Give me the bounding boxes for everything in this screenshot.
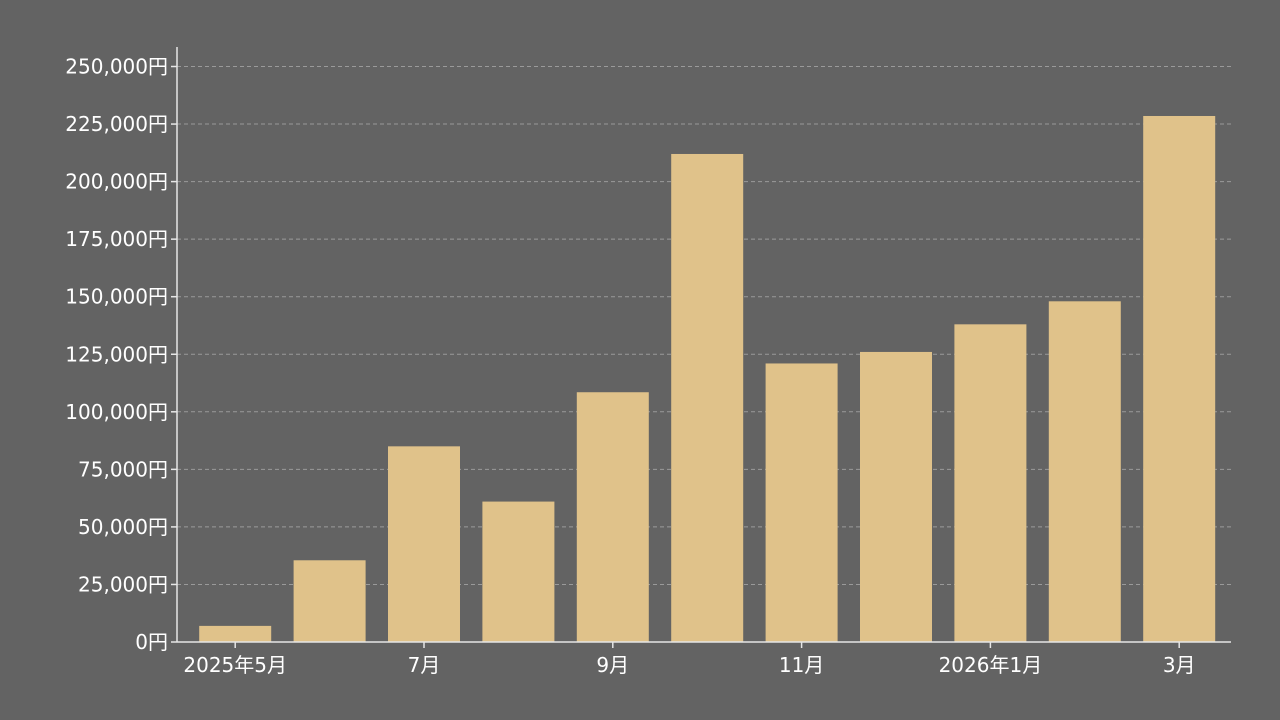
x-tick-label: 11月 — [779, 653, 824, 677]
x-tick-label: 9月 — [596, 653, 629, 677]
y-tick-label: 100,000円 — [65, 400, 168, 424]
bar-2025-06 — [293, 560, 366, 642]
y-tick-label: 0円 — [135, 630, 168, 654]
bar-2026-01 — [954, 324, 1027, 642]
bar-2025-05 — [199, 625, 272, 642]
bar-2026-03 — [1143, 115, 1216, 643]
axes — [176, 47, 1231, 643]
y-tick-label: 225,000円 — [65, 112, 168, 136]
bar-2025-07 — [388, 446, 460, 642]
bars — [199, 115, 1216, 643]
bar-2025-11 — [765, 363, 838, 642]
y-axis-ticks: 0円 25,000円 50,000円 75,000円 100,000円 125,000円 1… — [65, 55, 177, 654]
y-tick-label: 50,000円 — [78, 515, 168, 539]
y-tick-label: 150,000円 — [65, 285, 168, 309]
y-tick-label: 25,000円 — [78, 572, 168, 596]
bar-2025-10 — [671, 153, 744, 642]
y-tick-label: 200,000円 — [65, 170, 168, 194]
x-tick-label: 2025年5月 — [183, 653, 287, 677]
y-tick-label: 75,000円 — [78, 457, 168, 481]
bar-2025-09 — [576, 392, 649, 642]
x-tick-label: 7月 — [408, 653, 441, 677]
x-tick-label: 3月 — [1163, 653, 1196, 677]
y-tick-label: 250,000円 — [65, 55, 168, 79]
bar-2026-02 — [1048, 301, 1121, 642]
x-tick-label: 2026年1月 — [939, 653, 1043, 677]
y-tick-label: 125,000円 — [65, 342, 168, 366]
x-axis-ticks: 2025年5月 7月 9月 11月 2026年1月 3月 — [183, 642, 1196, 677]
bar-2025-12 — [860, 351, 932, 642]
bar-2025-08 — [482, 501, 555, 642]
y-tick-label: 175,000円 — [65, 227, 168, 251]
